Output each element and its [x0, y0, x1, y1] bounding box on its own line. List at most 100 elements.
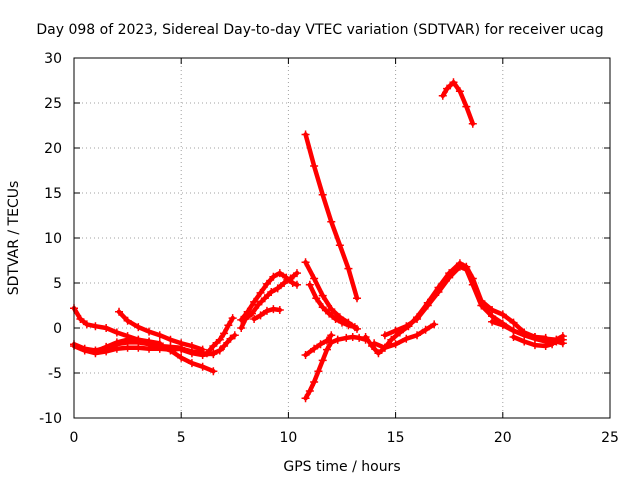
data-point [421, 325, 430, 334]
data-point [455, 262, 464, 271]
data-point [292, 269, 301, 278]
data-point [282, 273, 291, 282]
series-track-9 [237, 269, 301, 324]
data-point [314, 367, 323, 376]
data-point [262, 306, 271, 315]
series-track-22 [438, 78, 477, 128]
data-point [123, 343, 132, 352]
data-point [91, 322, 100, 331]
series-track-15 [301, 331, 336, 359]
data-point [402, 322, 411, 331]
data-point [325, 309, 334, 318]
data-point [187, 349, 196, 358]
data-point [177, 353, 186, 362]
data-point [145, 344, 154, 353]
data-point [310, 378, 319, 386]
axis-ticks: 0 5 10 15 20 25 -10 -5 0 5 10 15 20 25 30 [39, 51, 619, 446]
data-point [91, 347, 100, 356]
data-point [331, 315, 340, 323]
data-point [316, 340, 325, 349]
y-tick-label: -5 [48, 366, 62, 382]
data-point [243, 307, 252, 316]
data-point [198, 351, 207, 359]
grid-lines [74, 58, 610, 418]
data-point [273, 284, 282, 293]
data-point [247, 309, 256, 318]
series-track-7 [202, 314, 237, 358]
data-point [224, 321, 233, 330]
data-point [468, 119, 477, 128]
data-point [269, 305, 278, 314]
data-point [370, 339, 379, 348]
data-point [548, 340, 557, 349]
data-point [112, 328, 121, 337]
data-point [80, 346, 89, 355]
x-tick-label: 20 [494, 430, 512, 446]
y-tick-label: 30 [44, 51, 62, 67]
data-point [449, 78, 458, 87]
series-track-10 [250, 305, 284, 323]
data-point [301, 351, 310, 359]
data-point [230, 331, 239, 340]
data-point [123, 316, 132, 325]
data-point [215, 346, 224, 355]
data-point [327, 331, 336, 340]
series-track-5 [91, 335, 164, 356]
data-point [198, 362, 207, 371]
data-point [335, 241, 344, 250]
data-point [520, 337, 529, 346]
data-point [353, 294, 362, 303]
data-point [301, 258, 310, 267]
data-point [344, 321, 353, 330]
series-track-17 [361, 259, 567, 358]
data-point [134, 343, 143, 352]
data-point [445, 273, 454, 282]
data-point [558, 339, 567, 348]
data-point [262, 279, 271, 288]
data-point [112, 338, 121, 347]
data-point [145, 337, 154, 346]
y-tick-label: -10 [39, 411, 62, 427]
y-tick-label: 25 [44, 96, 62, 112]
data-point [187, 359, 196, 368]
data-point [374, 349, 383, 358]
data-point [552, 335, 561, 344]
data-point [477, 301, 486, 310]
data-point [468, 280, 477, 289]
data-point [177, 345, 186, 354]
data-point [344, 264, 353, 273]
data-point [462, 102, 471, 111]
data-point [166, 335, 175, 344]
y-axis-label: SDTVAR / TECUs [6, 181, 22, 296]
data-point [145, 327, 154, 336]
data-point [305, 280, 314, 289]
data-point [267, 288, 276, 296]
data-point [102, 342, 111, 351]
data-point [327, 217, 336, 226]
data-point [558, 332, 567, 341]
data-point [380, 331, 389, 340]
data-point [187, 342, 196, 350]
data-point [275, 269, 284, 278]
data-point [292, 280, 301, 289]
data-point [209, 342, 218, 350]
data-point [462, 265, 471, 274]
data-point [509, 333, 518, 341]
data-point [220, 329, 229, 338]
data-point [322, 345, 331, 354]
x-tick-label: 25 [601, 430, 619, 446]
data-point [338, 318, 346, 327]
data-point [256, 311, 265, 320]
data-point [327, 305, 336, 314]
series-track-6 [177, 331, 239, 359]
data-point [310, 274, 319, 283]
data-point [256, 288, 265, 297]
data-point [301, 130, 310, 139]
data-point [430, 320, 439, 329]
x-tick-label: 10 [279, 430, 297, 446]
data-point [361, 333, 370, 341]
data-point [202, 349, 211, 358]
data-point [82, 320, 91, 329]
data-point [228, 314, 237, 323]
